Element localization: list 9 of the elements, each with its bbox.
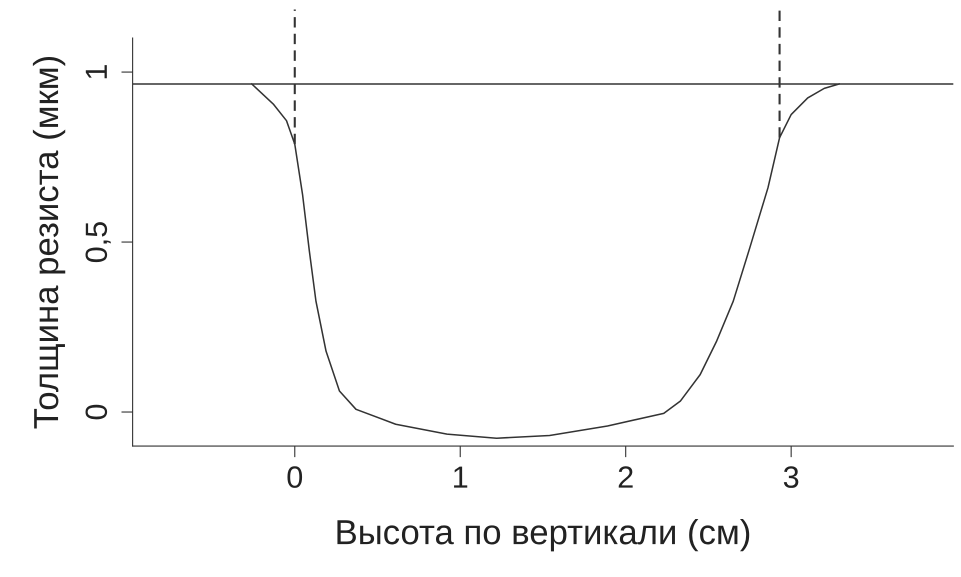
y-axis-title: Толщина резиста (мкм) (32, 56, 66, 428)
x-axis-title: Высота по вертикали (см) (337, 518, 750, 552)
x-tick-label: 3 (784, 466, 798, 488)
x-tick-label: 2 (618, 466, 633, 488)
x-tick-label: 0 (287, 466, 302, 488)
y-tick-label: 0,5 (85, 222, 111, 262)
x-tick-label: 1 (454, 466, 468, 488)
y-tick-label: 1 (86, 65, 107, 78)
y-tick-label: 0 (85, 404, 108, 420)
